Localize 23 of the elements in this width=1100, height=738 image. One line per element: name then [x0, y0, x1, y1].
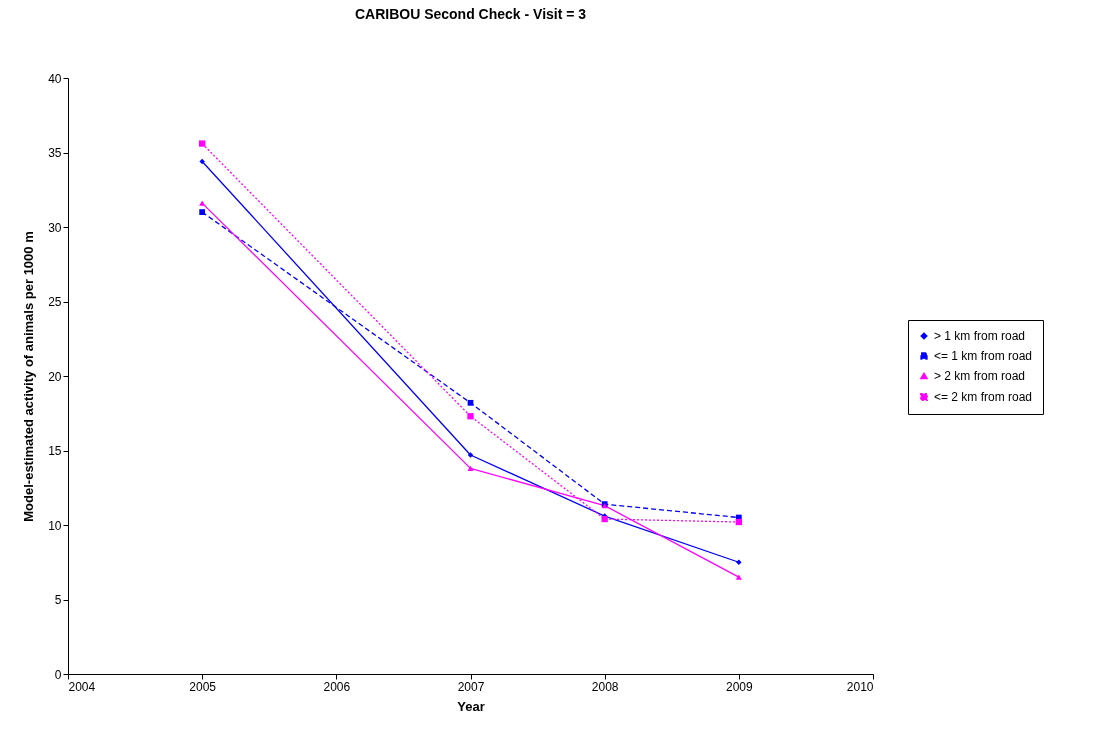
y-axis-title: Model-estimated activity of animals per 1000 m	[21, 231, 37, 522]
chart-title: CARIBOU Second Check - Visit = 3	[354, 6, 587, 22]
y-tick-label: 30	[48, 220, 62, 235]
legend-label: > 1 km from road	[934, 329, 1026, 343]
y-tick-label: 5	[54, 593, 62, 607]
y-tick-label: 0	[54, 667, 62, 682]
y-tick-label: 20	[48, 369, 62, 384]
y-tick-label: 15	[48, 444, 62, 458]
y-tick-label: 40	[48, 71, 62, 86]
x-tick-label: 2006	[323, 679, 351, 694]
y-tick-label: 10	[48, 518, 62, 533]
y-tick-label: 35	[48, 146, 62, 160]
legend-label: <= 1 km from road	[934, 349, 1033, 363]
x-tick-label: 2009	[725, 679, 753, 694]
legend-label: > 2 km from road	[934, 369, 1026, 383]
x-tick-label: 2004	[68, 679, 96, 694]
y-tick-label: 25	[48, 295, 62, 309]
legend-label: <= 2 km from road	[934, 390, 1033, 404]
x-axis-title: Year	[457, 698, 485, 714]
x-tick-label: 2010	[846, 679, 874, 694]
x-tick-label: 2008	[591, 679, 619, 694]
x-tick-label: 2007	[457, 679, 485, 694]
x-tick-label: 2005	[189, 679, 217, 694]
